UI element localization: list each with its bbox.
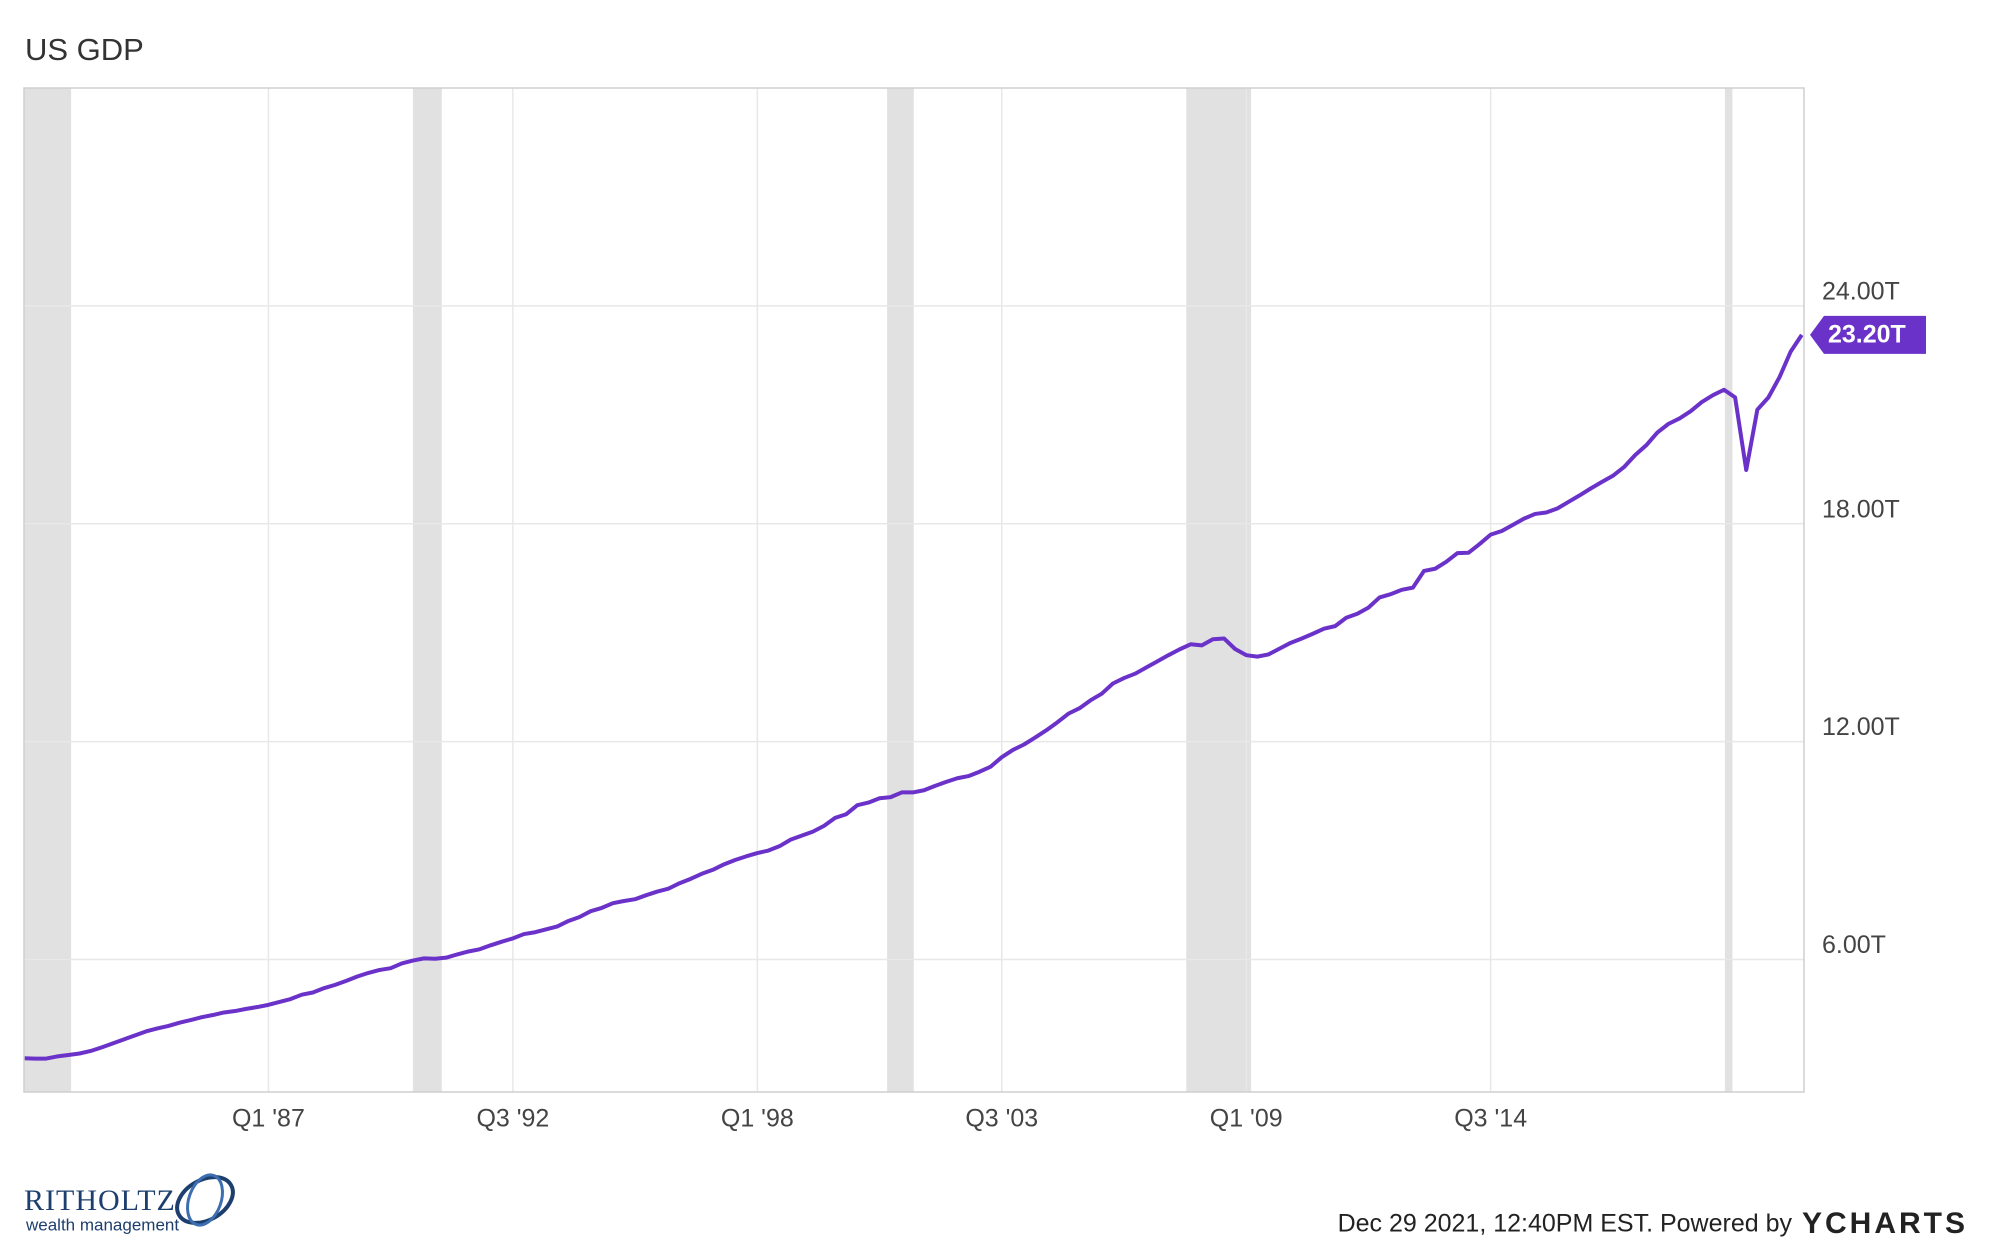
end-value-label: 23.20T: [1828, 321, 1906, 349]
x-tick-label: Q3 '03: [965, 1105, 1038, 1133]
footer-timestamp: Dec 29 2021, 12:40PM EST. Powered by: [1338, 1210, 1793, 1238]
logo-name: RITHOLTZ: [24, 1184, 176, 1217]
recession-band: [1724, 88, 1733, 1092]
chart-title: US GDP: [25, 32, 144, 67]
x-tick-label: Q3 '92: [476, 1105, 549, 1133]
ritholtz-logo: RITHOLTZ wealth management: [24, 1173, 235, 1234]
recession-band: [1186, 88, 1252, 1092]
x-tick-label: Q3 '14: [1454, 1105, 1527, 1133]
recession-band: [412, 88, 442, 1092]
y-tick-label: 18.00T: [1822, 495, 1900, 523]
plot-area: [23, 88, 1804, 1092]
ycharts-logo: YCHARTS: [1802, 1207, 1968, 1240]
end-value-tag: [1810, 315, 1926, 354]
x-tick-label: Q1 '09: [1210, 1105, 1283, 1133]
x-tick-label: Q1 '87: [232, 1105, 305, 1133]
y-tick-label: 12.00T: [1822, 713, 1900, 741]
plot-border: [23, 87, 1805, 1093]
recession-band: [887, 88, 914, 1092]
y-tick-label: 24.00T: [1822, 277, 1900, 305]
logo-sub: wealth management: [25, 1215, 179, 1234]
logo-swoosh: [186, 1173, 224, 1227]
recession-band: [24, 88, 72, 1092]
data-line: [23, 333, 1804, 1061]
x-tick-label: Q1 '98: [721, 1105, 794, 1133]
y-tick-label: 6.00T: [1822, 931, 1886, 959]
